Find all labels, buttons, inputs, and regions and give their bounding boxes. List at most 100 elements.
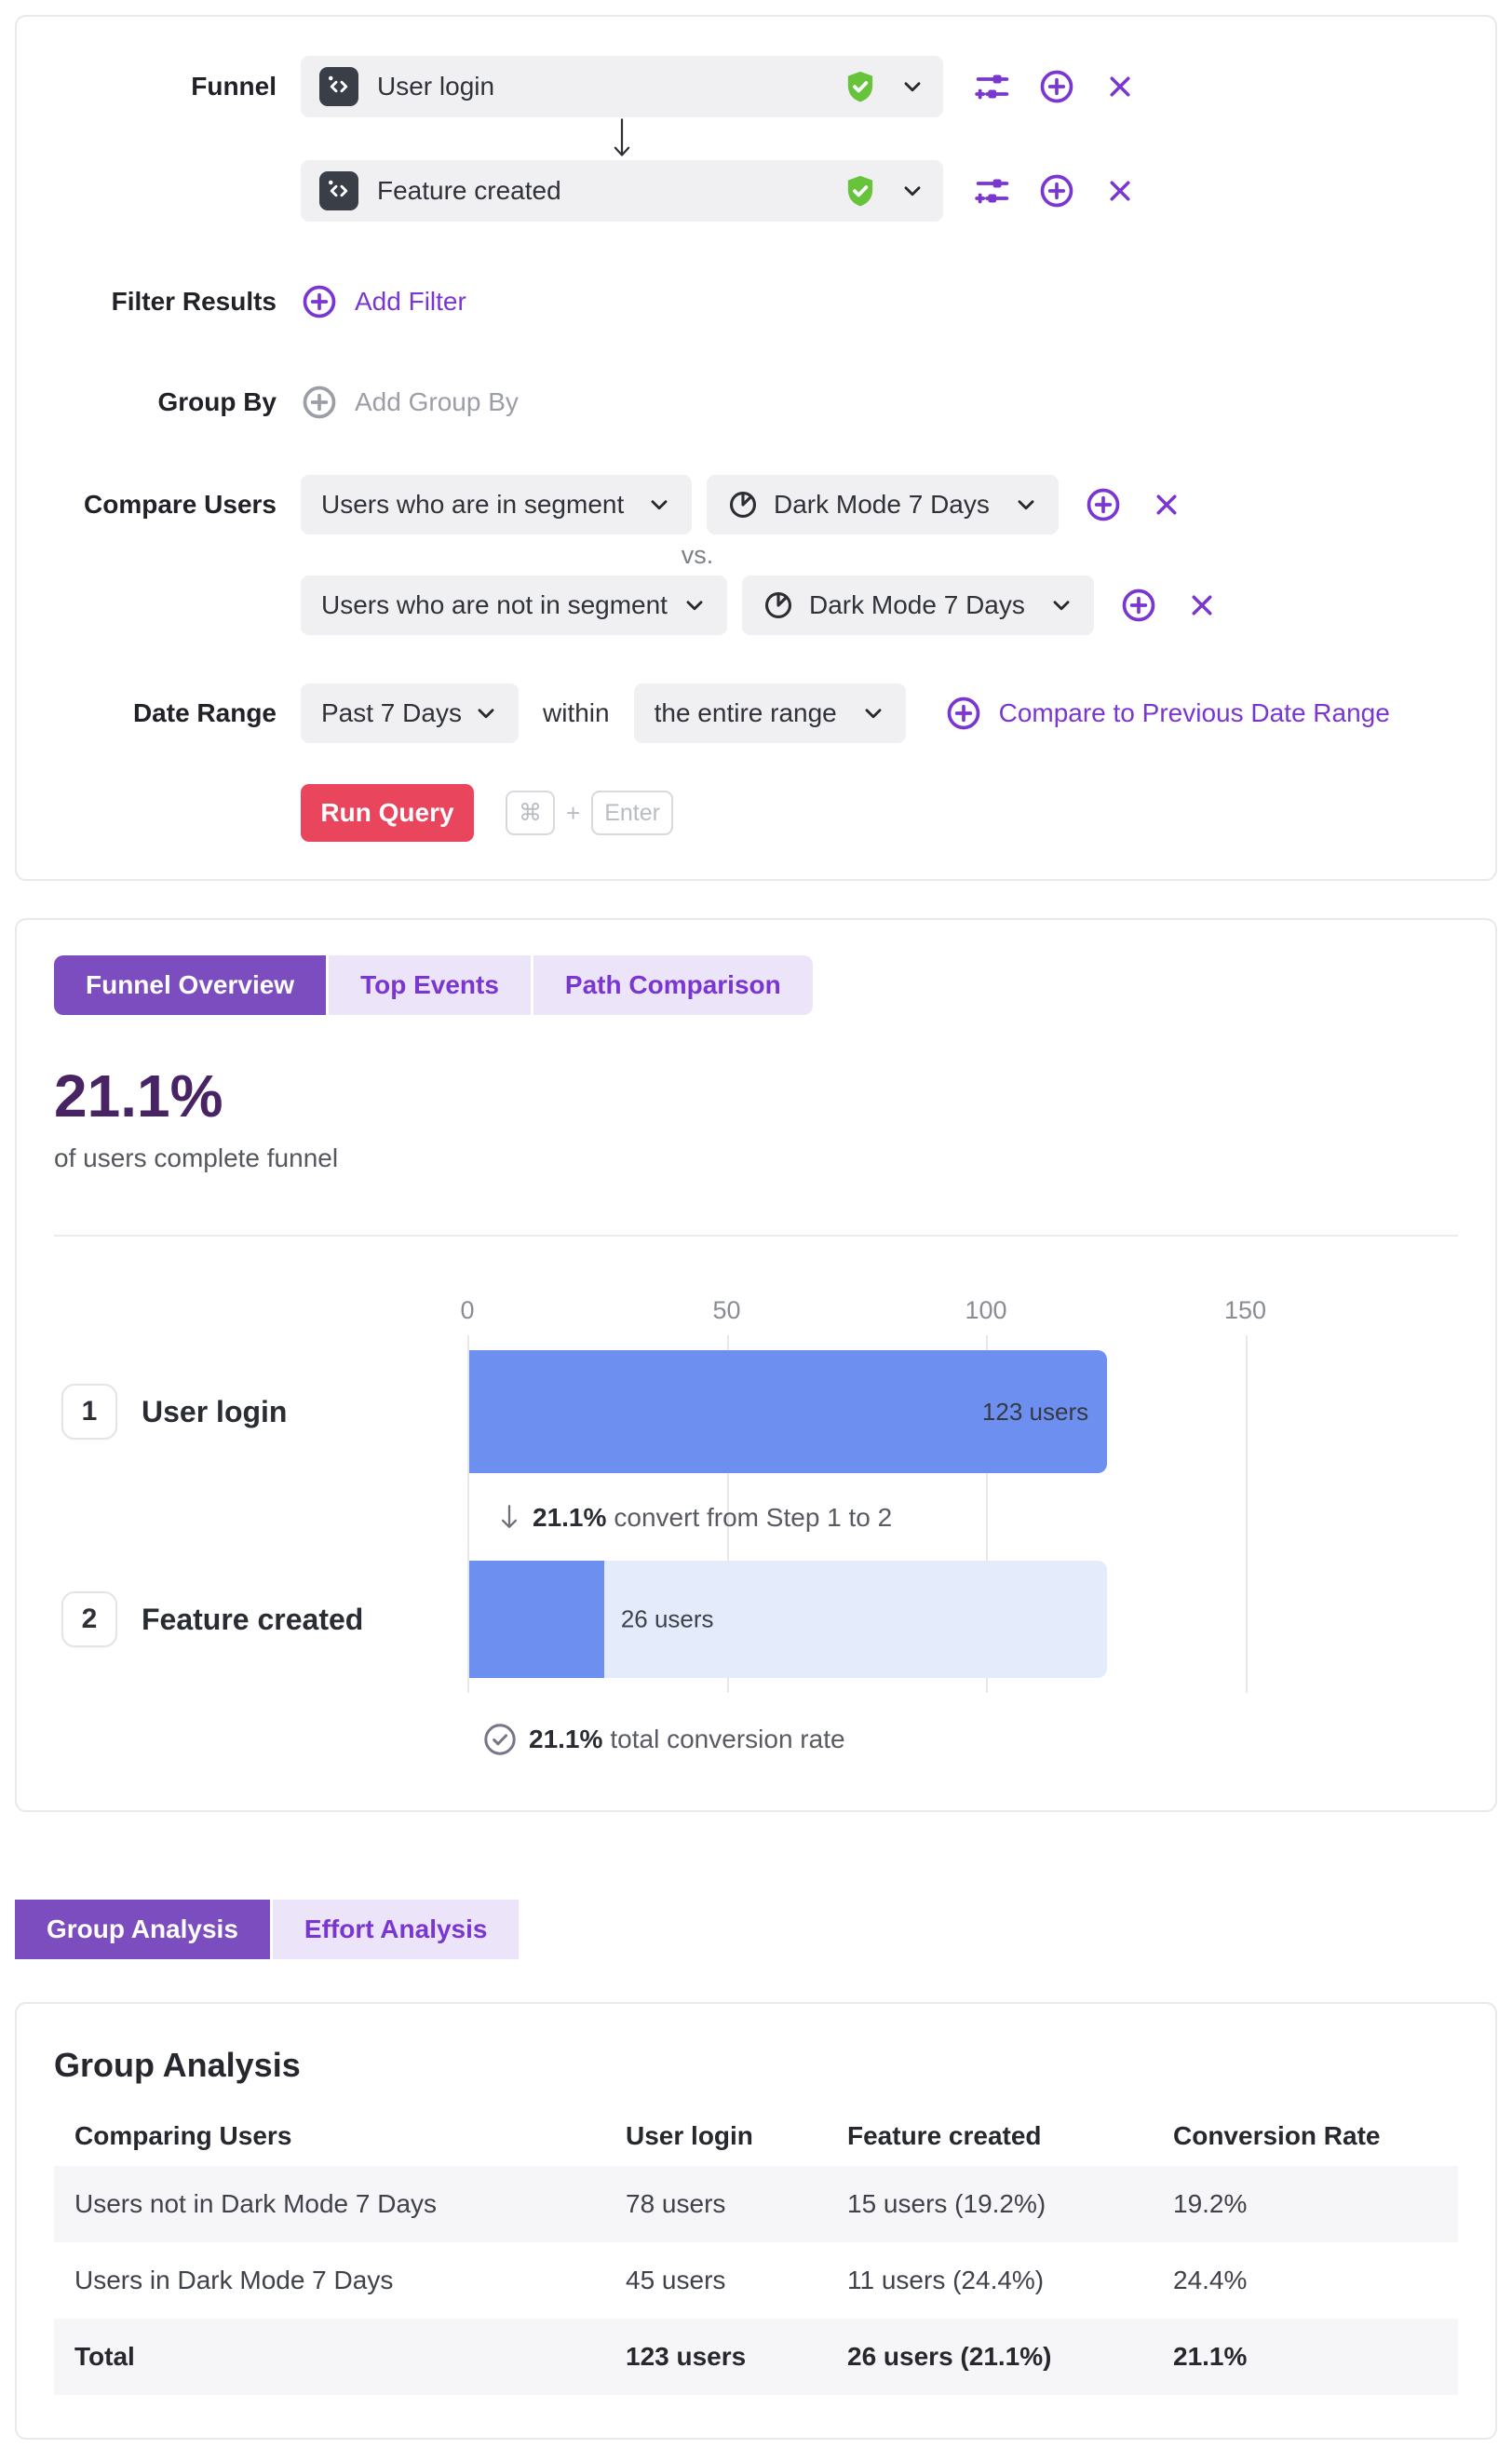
vs-label: vs.: [681, 540, 714, 569]
column-header-conversion-rate: Conversion Rate: [1173, 2121, 1381, 2150]
within-range-select[interactable]: the entire range: [633, 683, 906, 743]
step-2-filter-icon[interactable]: [973, 171, 1012, 210]
add-filter-button[interactable]: Add Filter: [301, 281, 466, 322]
circle-check-icon: [484, 1724, 516, 1755]
funnel-steps: User login: [301, 56, 1135, 222]
plus-circle-icon: [945, 695, 982, 732]
cell-group-name: Users in Dark Mode 7 Days: [74, 2266, 394, 2294]
date-range-select[interactable]: Past 7 Days: [301, 683, 519, 743]
cell-group-name: Users not in Dark Mode 7 Days: [74, 2189, 438, 2218]
total-conversion-text: total conversion rate: [610, 1725, 845, 1753]
remove-comparison-2-icon[interactable]: [1187, 590, 1217, 620]
column-header-user-login: User login: [626, 2121, 753, 2150]
step-1-badge: 1: [61, 1384, 117, 1440]
compare-previous-date-range-button[interactable]: Compare to Previous Date Range: [945, 695, 1390, 732]
funnel-step-row-1: User login: [301, 56, 1135, 117]
chevron-down-icon: [647, 493, 671, 517]
gridline: [1245, 1335, 1248, 1693]
gridline: [986, 1335, 988, 1693]
tab-group-analysis[interactable]: Group Analysis: [15, 1900, 270, 1959]
chevron-down-icon: [1014, 493, 1038, 517]
analysis-tabs: Group Analysis Effort Analysis: [15, 1900, 1512, 1959]
cell-user-login: 123 users: [626, 2342, 747, 2371]
chevron-down-icon: [1049, 593, 1073, 617]
step-conversion-row: 21.1% convert from Step 1 to 2: [497, 1497, 892, 1538]
compare-users-group: Users who are in segment Dark Mode 7 Day…: [301, 475, 1217, 635]
add-step-2-icon[interactable]: [1038, 172, 1075, 210]
step-1-bar[interactable]: 123 users: [469, 1350, 1108, 1473]
segment-type-select-1[interactable]: Users who are in segment: [301, 475, 692, 534]
segment-type-select-2[interactable]: Users who are not in segment: [301, 575, 727, 635]
cell-feature-created: 15 users (19.2%): [847, 2189, 1046, 2218]
table-total-row: Total 123 users 26 users (21.1%) 21.1%: [54, 2319, 1458, 2395]
tab-funnel-overview[interactable]: Funnel Overview: [54, 955, 327, 1015]
conversion-headline: 21.1%: [54, 1062, 223, 1130]
segment-pie-icon: [763, 589, 794, 621]
date-range-value: Past 7 Days: [321, 698, 462, 727]
funnel-chart: 0 50 100 150 1 User login 123 users 21.1% c…: [54, 1274, 1458, 1702]
plus-circle-icon: [301, 283, 338, 320]
table-row: Users not in Dark Mode 7 Days 78 users 1…: [54, 2166, 1458, 2242]
gridline: [467, 1335, 469, 1693]
column-header-comparing-users: Comparing Users: [74, 2121, 292, 2150]
funnel-results-card: Funnel Overview Top Events Path Comparis…: [15, 918, 1497, 1812]
funnel-step-1-select[interactable]: User login: [301, 56, 943, 117]
x-axis-tick-label: 100: [965, 1296, 1007, 1324]
add-comparison-1-icon[interactable]: [1085, 486, 1122, 523]
x-axis-tick-label: 50: [712, 1296, 741, 1324]
segment-1-value: Dark Mode 7 Days: [774, 490, 990, 519]
verified-shield-icon: [843, 69, 878, 104]
tab-path-comparison[interactable]: Path Comparison: [533, 955, 813, 1015]
run-query-button[interactable]: Run Query: [301, 784, 474, 842]
chevron-down-icon: [861, 701, 885, 725]
step-2-name: Feature created: [142, 1602, 364, 1636]
step-conversion-text: convert from Step 1 to 2: [614, 1503, 893, 1532]
cell-conversion-rate: 24.4%: [1173, 2266, 1248, 2294]
funnel-step-1-name: User login: [377, 72, 495, 101]
cmd-key: ⌘: [506, 791, 555, 835]
filter-results-label: Filter Results: [111, 287, 277, 316]
cell-conversion-rate: 19.2%: [1173, 2189, 1248, 2218]
tab-effort-analysis[interactable]: Effort Analysis: [272, 1900, 520, 1959]
funnel-step-2-name: Feature created: [377, 176, 561, 205]
cell-user-login: 45 users: [626, 2266, 726, 2294]
custom-event-icon: [319, 67, 358, 106]
compare-previous-label: Compare to Previous Date Range: [998, 698, 1390, 727]
segment-select-1[interactable]: Dark Mode 7 Days: [707, 475, 1059, 534]
step-1-name: User login: [142, 1394, 288, 1428]
funnel-step-2-select[interactable]: Feature created: [301, 160, 943, 222]
chevron-down-icon: [682, 593, 707, 617]
cell-user-login: 78 users: [626, 2189, 726, 2218]
group-by-label: Group By: [157, 387, 277, 416]
add-group-by-label: Add Group By: [355, 387, 519, 416]
cell-feature-created: 26 users (21.1%): [847, 2342, 1052, 2371]
total-conversion-row: 21.1% total conversion rate: [482, 1721, 1458, 1758]
plus-separator: +: [566, 798, 581, 827]
divider: [54, 1235, 1458, 1237]
funnel-bar-row-1: 1 User login 123 users: [54, 1350, 1458, 1473]
add-comparison-2-icon[interactable]: [1120, 587, 1157, 624]
step-2-bar[interactable]: [469, 1561, 604, 1678]
compare-users-label: Compare Users: [84, 490, 277, 519]
remove-comparison-1-icon[interactable]: [1152, 490, 1181, 520]
verified-shield-icon: [843, 173, 878, 209]
results-tabs: Funnel Overview Top Events Path Comparis…: [54, 955, 1458, 1015]
remove-step-2-icon[interactable]: [1105, 176, 1135, 206]
step-1-users-label: 123 users: [981, 1397, 1089, 1426]
add-step-1-icon[interactable]: [1038, 68, 1075, 105]
segment-2-value: Dark Mode 7 Days: [809, 590, 1025, 619]
tab-top-events[interactable]: Top Events: [329, 955, 531, 1015]
group-analysis-table: Comparing Users User login Feature creat…: [54, 2106, 1458, 2395]
step-2-badge: 2: [61, 1591, 117, 1647]
chevron-down-icon: [900, 179, 925, 203]
segment-type-1-value: Users who are in segment: [321, 490, 625, 519]
cell-conversion-rate: 21.1%: [1173, 2342, 1248, 2371]
remove-step-1-icon[interactable]: [1105, 72, 1135, 101]
group-analysis-card: Group Analysis Comparing Users User logi…: [15, 2002, 1497, 2440]
plus-circle-icon: [301, 384, 338, 421]
group-analysis-title: Group Analysis: [54, 2046, 301, 2084]
within-range-value: the entire range: [654, 698, 837, 727]
segment-select-2[interactable]: Dark Mode 7 Days: [742, 575, 1094, 635]
add-group-by-button[interactable]: Add Group By: [301, 382, 519, 423]
step-1-filter-icon[interactable]: [973, 67, 1012, 106]
